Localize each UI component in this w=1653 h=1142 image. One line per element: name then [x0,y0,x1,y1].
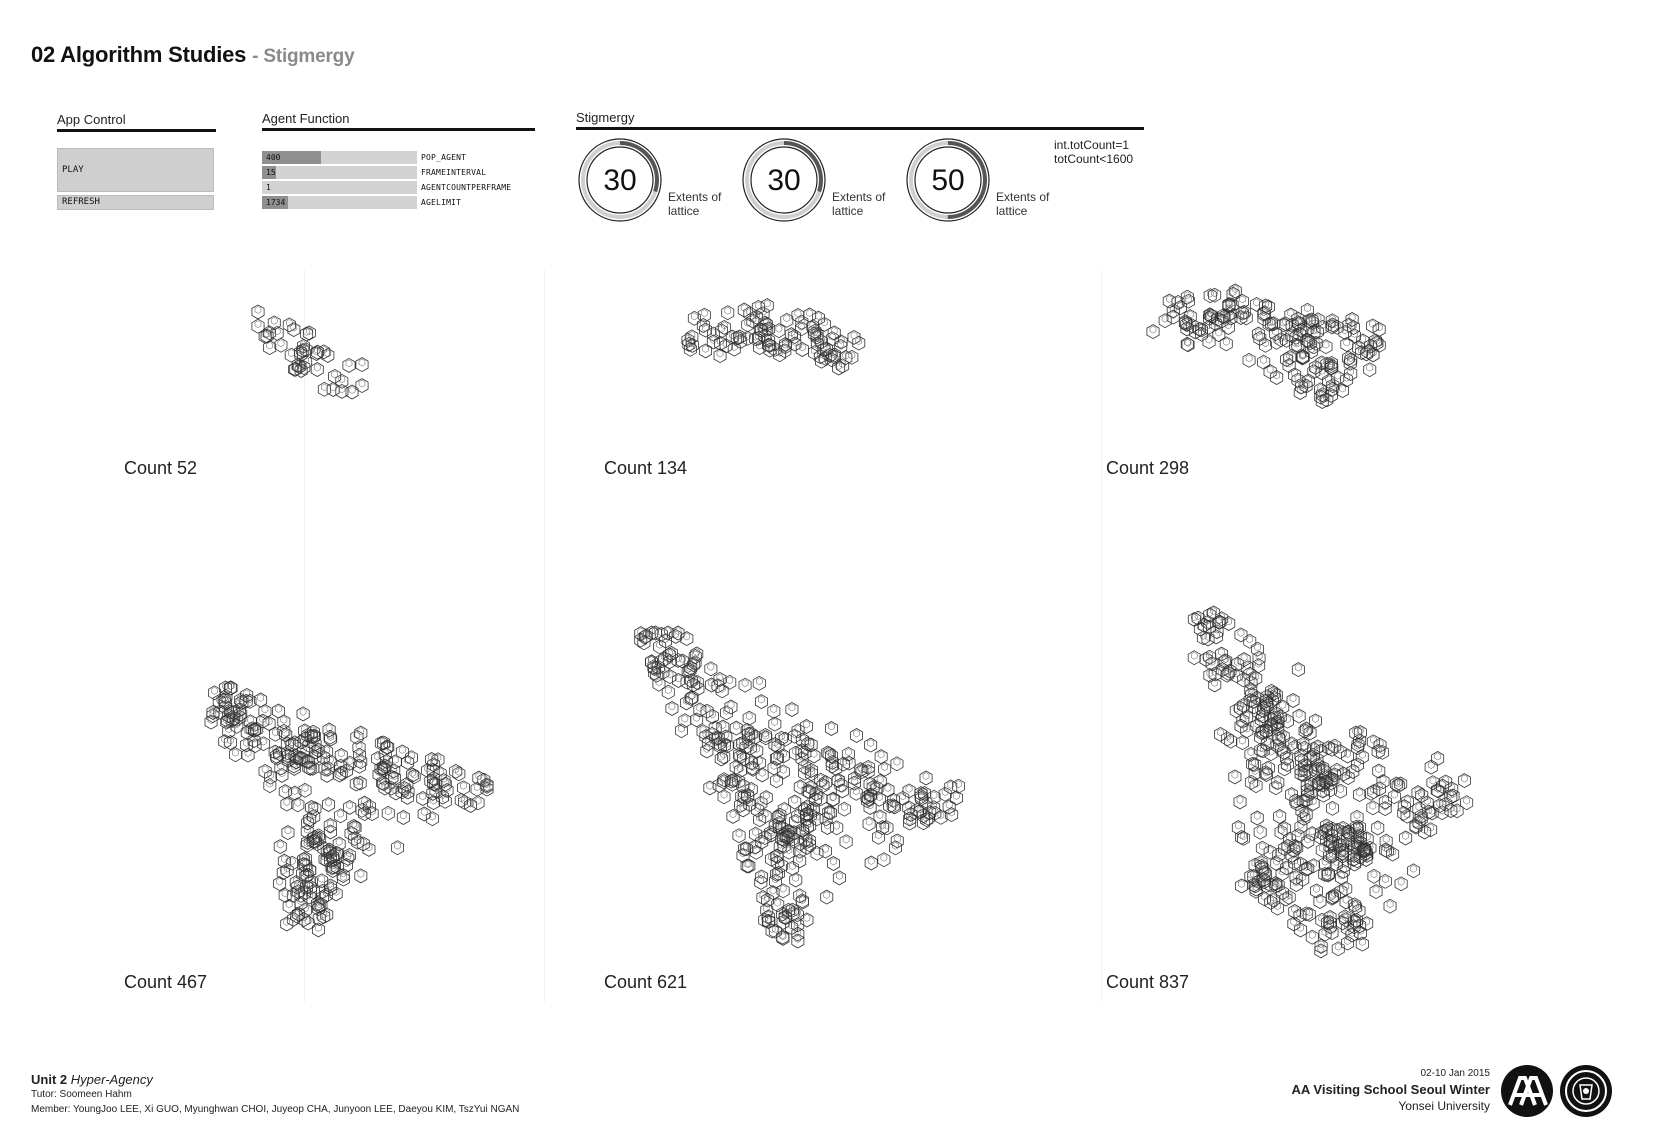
agent-function-panel: Agent Function 400 POP_AGENT 15 FRAMEINTERV… [262,111,535,210]
slider-value: 15 [266,168,276,177]
university-name: Yonsei University [1398,1099,1490,1113]
footer-school: 02-10 Jan 2015 AA Visiting School Seoul … [1291,1067,1490,1114]
slider-label: AGENTCOUNTPERFRAME [421,183,512,192]
slider-fill [262,166,276,179]
dial-caption: Extents of lattice [996,190,1049,218]
dial-value: 30 [603,164,636,197]
title-main: 02 Algorithm Studies [31,42,247,67]
count-label-5: Count 621 [604,972,688,992]
dial-caption-line2: lattice [668,204,700,218]
stigmergy-panel: Stigmergy [576,110,1144,130]
code-line-2: totCount<1600 [1054,152,1134,166]
slider-track[interactable]: 15 [262,166,417,179]
dial-value: 30 [767,164,800,197]
date-text: 02-10 Jan 2015 [1420,1068,1490,1079]
school-name: AA Visiting School Seoul Winter [1291,1082,1490,1097]
slider-track[interactable]: 400 [262,151,417,164]
stigmergy-header: Stigmergy [576,110,1144,130]
slider-2[interactable]: 15 FRAMEINTERVAL [262,165,535,180]
dial-caption-line2: lattice [996,204,1028,218]
lattice-figure-5 [634,625,965,949]
lattice-figure-3 [1146,283,1386,409]
unit-number: Unit 2 [31,1072,68,1087]
page-title: 02 Algorithm Studies - Stigmergy [31,42,355,68]
dial-graphic[interactable]: 30 [578,138,662,222]
slider-track[interactable]: 1 [262,181,417,194]
dial-caption: Extents of lattice [832,190,885,218]
lattice-figure-2 [681,298,866,376]
count-label-1: Count 52 [124,458,198,478]
play-button[interactable]: PLAY [57,148,214,192]
footer-credits: Unit 2 Hyper-Agency Tutor: Soomeen Hahm … [31,1072,519,1117]
unit-name: Hyper-Agency [70,1072,153,1087]
lattice-extent-dial-3[interactable]: 50 Extents of lattice [906,138,1049,227]
slider-fill [262,151,321,164]
dial-value: 50 [931,164,964,197]
slider-track[interactable]: 1734 [262,196,417,209]
slider-fill [262,196,289,209]
dial-caption-line1: Extents of [996,190,1050,204]
app-control-header: App Control [57,112,216,132]
code-line-1: int.totCount=1 [1054,138,1130,152]
panel-divider [1101,270,1102,1002]
slider-value: 1734 [266,198,286,207]
app-control-panel: App Control PLAY REFRESH [57,112,216,210]
panel-divider [304,270,305,1002]
university-seal-icon [1560,1065,1612,1117]
members-line: Member: YoungJoo LEE, Xi GUO, Myunghwan … [31,1104,520,1115]
count-label-4: Count 467 [124,972,208,992]
dial-caption: Extents of lattice [668,190,721,218]
agent-function-header: Agent Function [262,111,535,131]
slider-value: 400 [266,153,281,162]
title-subtitle: - Stigmergy [252,46,355,67]
dial-caption-line1: Extents of [668,190,722,204]
count-label-3: Count 298 [1106,458,1190,478]
aa-logo-icon [1501,1065,1553,1117]
lattice-figure-1 [251,304,369,400]
slider-label: AGELIMIT [421,198,462,207]
lattice-extent-dial-1[interactable]: 30 Extents of lattice [578,138,721,227]
count-label-6: Count 837 [1106,972,1190,992]
lattice-extent-dial-2[interactable]: 30 Extents of lattice [742,138,885,227]
code-snippet: int.totCount=1 totCount<1600 [1054,138,1133,166]
dial-graphic[interactable]: 30 [742,138,826,222]
lattice-figure-6 [1187,605,1474,959]
tutor-line: Tutor: Soomeen Hahm [31,1089,132,1100]
slider-1[interactable]: 400 POP_AGENT [262,150,535,165]
panel-divider [544,270,545,1002]
slider-label: FRAMEINTERVAL [421,168,487,177]
refresh-button[interactable]: REFRESH [57,195,214,210]
dial-graphic[interactable]: 50 [906,138,990,222]
slider-label: POP_AGENT [421,153,467,162]
slider-value: 1 [266,183,271,192]
dial-caption-line1: Extents of [832,190,886,204]
slider-4[interactable]: 1734 AGELIMIT [262,195,535,210]
lattice-figure-4 [204,680,494,938]
dial-caption-line2: lattice [832,204,864,218]
unit-line: Unit 2 Hyper-Agency [31,1072,519,1087]
count-label-2: Count 134 [604,458,688,478]
slider-3[interactable]: 1 AGENTCOUNTPERFRAME [262,180,535,195]
